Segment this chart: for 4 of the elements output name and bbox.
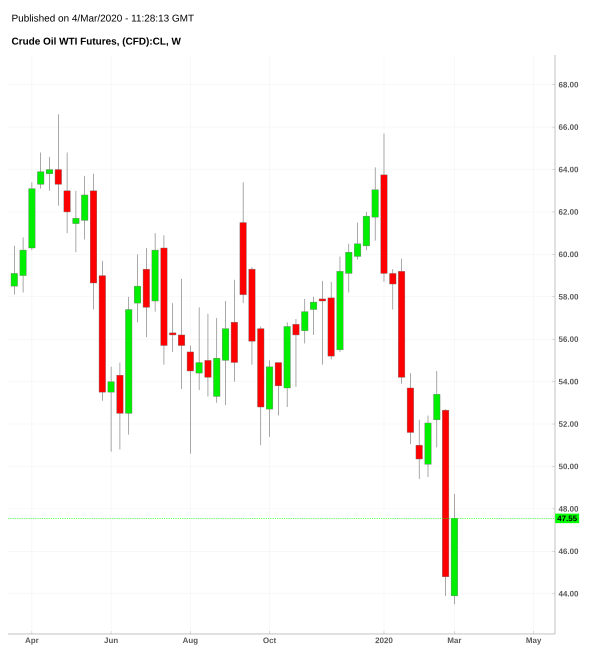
text: Published on 4/Mar/2020 - 11:28:13 GMT: [12, 14, 194, 22]
candlestick: [310, 296, 318, 336]
candlestick: [64, 152, 71, 234]
chart-title: Crude Oil WTI Futures, (CFD):CL, W: [12, 37, 181, 47]
